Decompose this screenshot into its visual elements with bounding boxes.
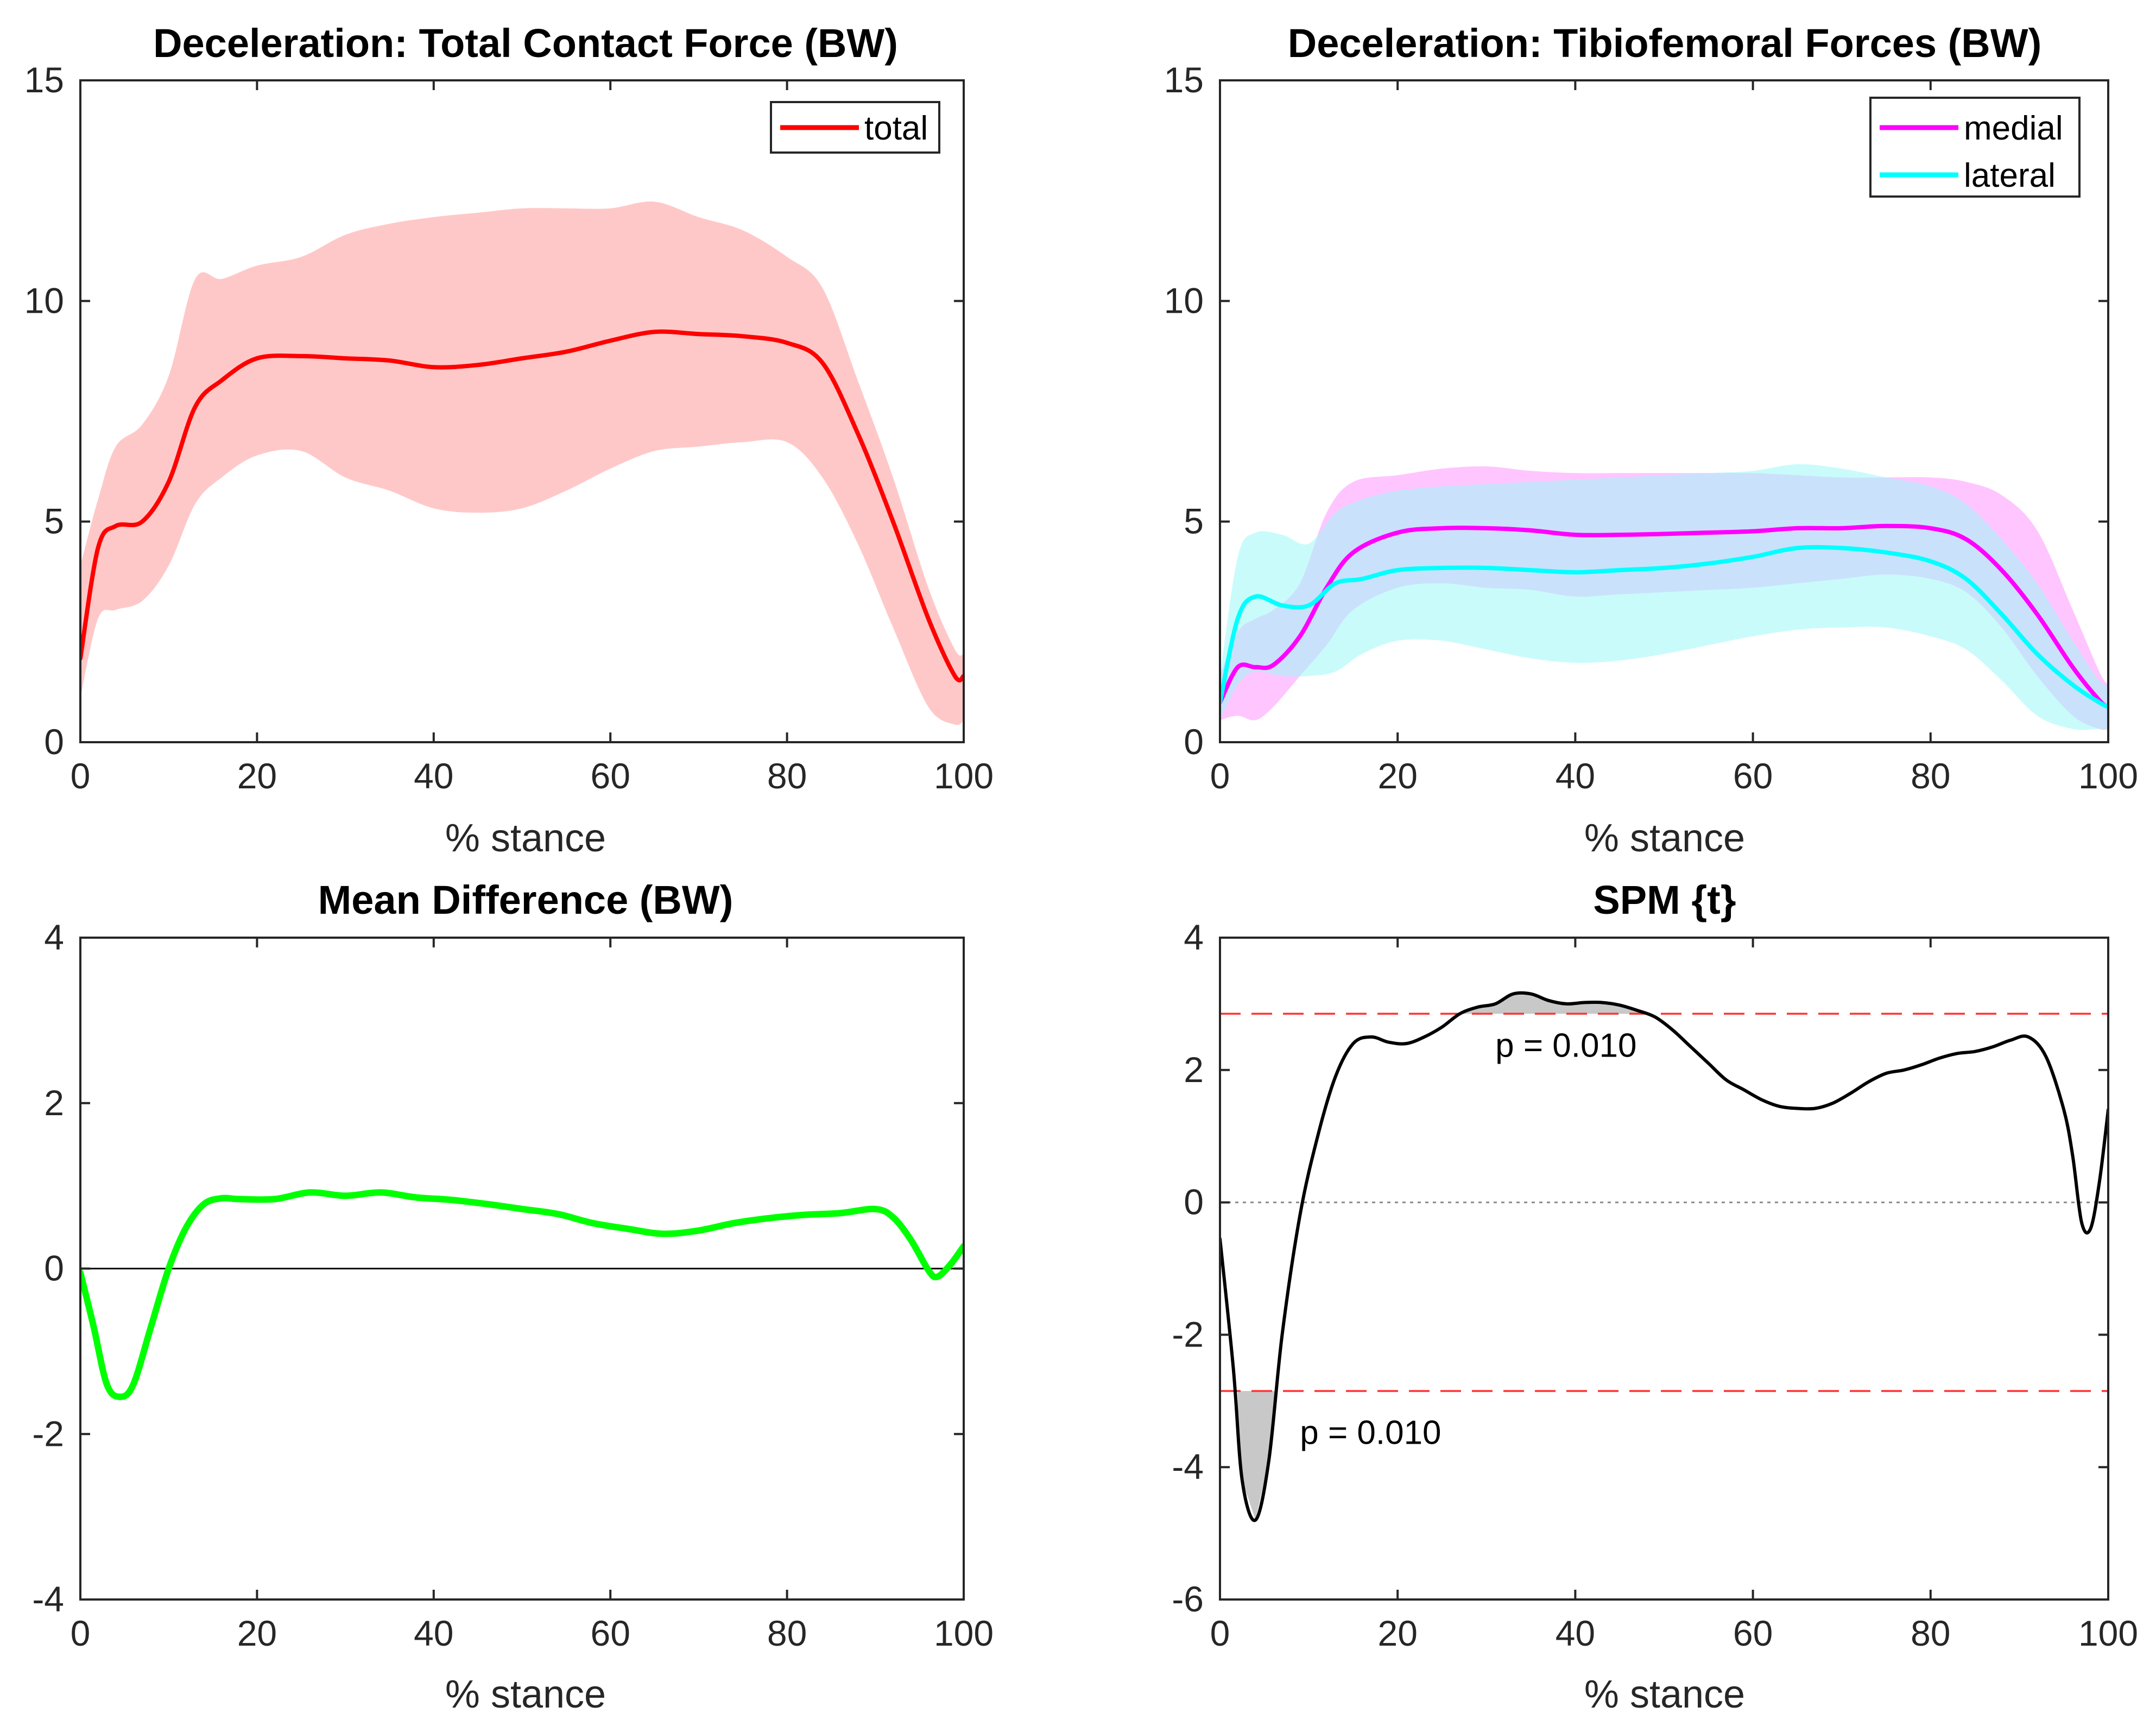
x-tick-label: 60 xyxy=(1733,756,1773,796)
y-tick-label: -2 xyxy=(32,1413,64,1453)
x-tick-label: 0 xyxy=(71,1613,91,1653)
panel-tibiofemoral-forces: Deceleration: Tibiofemoral Forces (BW) 0… xyxy=(1164,21,2138,860)
x-tick-label: 20 xyxy=(237,756,277,796)
y-tick-label: 2 xyxy=(1184,1049,1204,1090)
y-tick-label: -6 xyxy=(1172,1579,1204,1619)
y-tick-label: 15 xyxy=(1164,60,1204,100)
panel-title: Mean Difference (BW) xyxy=(318,877,734,922)
y-tick-label: 15 xyxy=(24,60,64,100)
legend-box xyxy=(1869,97,2081,198)
x-tick-label: 20 xyxy=(237,1613,277,1653)
y-tick-label: 2 xyxy=(44,1083,64,1123)
y-tick-label: 0 xyxy=(44,1248,64,1288)
y-tick-label: 0 xyxy=(1184,1182,1204,1222)
series-line-lateral xyxy=(1220,545,2108,709)
series-line-series0 xyxy=(80,1189,964,1400)
series-group xyxy=(80,1189,964,1400)
cluster-p-value-lower: p = 0.010 xyxy=(1300,1414,1441,1452)
axes-box xyxy=(1219,937,2109,1601)
x-tick-label: 40 xyxy=(414,756,453,796)
sd-band-lateral xyxy=(1220,464,2108,730)
plot-area: 0 20 40 60 80 100 -6 -4 -2 0 2 4 xyxy=(1172,917,2138,1653)
y-tick-label: 4 xyxy=(44,917,64,957)
y-tick-label: 10 xyxy=(1164,280,1204,320)
x-tick-label: 0 xyxy=(1210,756,1230,796)
panel-title: Deceleration: Total Contact Force (BW) xyxy=(153,21,898,66)
x-tick-label: 60 xyxy=(1733,1613,1773,1653)
panel-title: Deceleration: Tibiofemoral Forces (BW) xyxy=(1288,21,2041,66)
series-line-medial xyxy=(1220,523,2108,709)
panel-spm-t: SPM {t} 0 20 40 60 80 100 -6 -4 -2 0 2 4 % stance p… xyxy=(1172,877,2138,1716)
x-tick-label: 0 xyxy=(71,756,91,796)
panel-total-contact-force: Deceleration: Total Contact Force (BW) 0… xyxy=(24,21,994,860)
legend-label-medial: medial xyxy=(1964,110,2063,147)
x-tick-label: 20 xyxy=(1377,1613,1417,1653)
y-tick-label: 0 xyxy=(44,722,64,762)
x-axis-label: % stance xyxy=(445,1673,606,1716)
y-tick-label: -4 xyxy=(32,1579,64,1619)
x-axis-label: % stance xyxy=(1584,1673,1745,1716)
axes-box xyxy=(79,79,965,743)
y-tick-label: 10 xyxy=(24,280,64,320)
legend: total xyxy=(770,101,940,154)
plot-area: 0 20 40 60 80 100 -4 -2 0 2 4 xyxy=(32,917,994,1653)
x-tick-label: 40 xyxy=(1556,1613,1595,1653)
plot-area: 0 20 40 60 80 100 0 5 10 15 xyxy=(1164,60,2138,796)
x-tick-label: 100 xyxy=(934,1613,994,1653)
panel-mean-difference: Mean Difference (BW) 0 20 40 60 80 100 -4 -2 0 2 4… xyxy=(32,877,994,1716)
x-tick-label: 100 xyxy=(934,756,994,796)
x-tick-label: 80 xyxy=(1911,756,1950,796)
x-tick-label: 40 xyxy=(414,1613,453,1653)
plot-area: 0 20 40 60 80 100 0 5 10 15 xyxy=(24,60,994,796)
x-tick-label: 80 xyxy=(767,1613,807,1653)
cluster-p-value-upper: p = 0.010 xyxy=(1495,1027,1636,1064)
x-tick-label: 100 xyxy=(2078,756,2138,796)
x-axis-label: % stance xyxy=(445,817,606,860)
x-tick-label: 100 xyxy=(2078,1613,2138,1653)
series-line-series0 xyxy=(1220,991,2108,1522)
sd-band-total xyxy=(80,201,964,725)
panel-title: SPM {t} xyxy=(1593,877,1736,922)
y-tick-label: -2 xyxy=(1172,1314,1204,1354)
y-tick-label: 4 xyxy=(1184,917,1204,957)
y-tick-label: 5 xyxy=(44,501,64,541)
x-tick-label: 60 xyxy=(590,756,630,796)
y-tick-label: -4 xyxy=(1172,1446,1204,1487)
x-tick-label: 80 xyxy=(767,756,807,796)
series-group xyxy=(80,201,964,725)
y-tick-label: 5 xyxy=(1184,501,1204,541)
legend-label-total: total xyxy=(864,110,928,147)
x-axis-label: % stance xyxy=(1584,817,1745,860)
x-tick-label: 60 xyxy=(590,1613,630,1653)
series-group xyxy=(1220,464,2108,730)
legend: medial lateral xyxy=(1869,97,2081,198)
series-line-total xyxy=(80,329,964,682)
x-tick-label: 0 xyxy=(1210,1613,1230,1653)
axes-box xyxy=(1219,79,2109,743)
x-tick-label: 80 xyxy=(1911,1613,1950,1653)
x-tick-label: 20 xyxy=(1377,756,1417,796)
y-tick-label: 0 xyxy=(1184,722,1204,762)
legend-label-lateral: lateral xyxy=(1964,157,2056,194)
x-tick-label: 40 xyxy=(1556,756,1595,796)
series-group xyxy=(1220,991,2108,1522)
